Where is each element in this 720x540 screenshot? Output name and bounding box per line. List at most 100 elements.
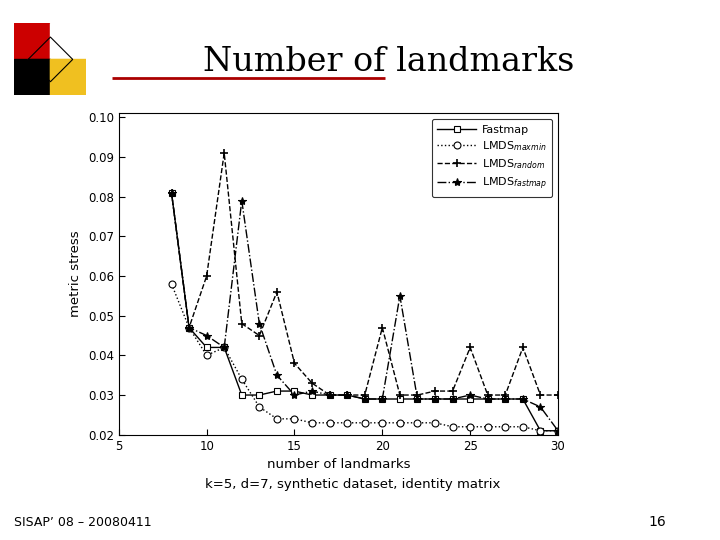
LMDS$_{fastmap}$ xyxy=(466,392,474,399)
LMDS$_{random}$ xyxy=(449,388,457,394)
Fastmap xyxy=(483,396,492,402)
LMDS$_{fastmap}$ xyxy=(536,404,545,410)
LMDS$_{fastmap}$ xyxy=(449,396,457,402)
Polygon shape xyxy=(50,37,73,59)
Bar xyxy=(14,23,50,59)
LMDS$_{maxmin}$ xyxy=(483,423,492,430)
Fastmap xyxy=(518,396,527,402)
LMDS$_{random}$ xyxy=(255,332,264,339)
LMDS$_{random}$ xyxy=(413,392,422,399)
LMDS$_{maxmin}$ xyxy=(431,420,439,426)
LMDS$_{maxmin}$ xyxy=(325,420,334,426)
LMDS$_{maxmin}$ xyxy=(255,404,264,410)
LMDS$_{fastmap}$ xyxy=(554,428,562,434)
LMDS$_{maxmin}$ xyxy=(343,420,351,426)
LMDS$_{fastmap}$ xyxy=(290,392,299,399)
LMDS$_{random}$ xyxy=(238,320,246,327)
LMDS$_{maxmin}$ xyxy=(273,416,282,422)
LMDS$_{fastmap}$ xyxy=(202,332,211,339)
Fastmap xyxy=(431,396,439,402)
Text: k=5, d=7, synthetic dataset, identity matrix: k=5, d=7, synthetic dataset, identity ma… xyxy=(205,478,500,491)
Fastmap xyxy=(220,344,228,350)
LMDS$_{random}$ xyxy=(273,289,282,295)
LMDS$_{random}$ xyxy=(378,325,387,331)
LMDS$_{random}$ xyxy=(483,392,492,399)
Fastmap xyxy=(501,396,510,402)
LMDS$_{fastmap}$ xyxy=(343,392,351,399)
Fastmap xyxy=(536,428,545,434)
LMDS$_{maxmin}$ xyxy=(238,376,246,382)
LMDS$_{random}$ xyxy=(518,344,527,350)
Fastmap xyxy=(273,388,282,394)
Bar xyxy=(50,23,86,59)
LMDS$_{fastmap}$ xyxy=(378,396,387,402)
Fastmap xyxy=(361,396,369,402)
LMDS$_{random}$ xyxy=(554,392,562,399)
LMDS$_{random}$ xyxy=(202,273,211,279)
LMDS$_{maxmin}$ xyxy=(185,325,194,331)
LMDS$_{random}$ xyxy=(466,344,474,350)
LMDS$_{random}$ xyxy=(220,150,228,156)
LMDS$_{fastmap}$ xyxy=(501,396,510,402)
Fastmap xyxy=(466,396,474,402)
LMDS$_{maxmin}$ xyxy=(466,423,474,430)
Text: SISAP’ 08 – 20080411: SISAP’ 08 – 20080411 xyxy=(14,516,152,529)
LMDS$_{fastmap}$ xyxy=(185,325,194,331)
Fastmap xyxy=(238,392,246,399)
LMDS$_{maxmin}$ xyxy=(378,420,387,426)
LMDS$_{maxmin}$ xyxy=(220,344,228,350)
Fastmap xyxy=(202,344,211,350)
Text: 16: 16 xyxy=(648,515,666,529)
LMDS$_{fastmap}$ xyxy=(255,320,264,327)
LMDS$_{fastmap}$ xyxy=(413,396,422,402)
LMDS$_{maxmin}$ xyxy=(501,423,510,430)
LMDS$_{fastmap}$ xyxy=(325,392,334,399)
LMDS$_{maxmin}$ xyxy=(290,416,299,422)
LMDS$_{fastmap}$ xyxy=(395,293,404,299)
LMDS$_{random}$ xyxy=(361,392,369,399)
Polygon shape xyxy=(28,37,50,59)
LMDS$_{random}$ xyxy=(325,392,334,399)
Fastmap xyxy=(290,388,299,394)
LMDS$_{random}$ xyxy=(536,392,545,399)
LMDS$_{maxmin}$ xyxy=(395,420,404,426)
X-axis label: number of landmarks: number of landmarks xyxy=(266,458,410,471)
LMDS$_{fastmap}$ xyxy=(361,396,369,402)
LMDS$_{fastmap}$ xyxy=(483,396,492,402)
LMDS$_{random}$ xyxy=(185,325,194,331)
LMDS$_{maxmin}$ xyxy=(361,420,369,426)
Fastmap xyxy=(255,392,264,399)
LMDS$_{random}$ xyxy=(167,190,176,196)
Bar xyxy=(14,59,50,96)
LMDS$_{fastmap}$ xyxy=(167,190,176,196)
Fastmap xyxy=(167,190,176,196)
Fastmap xyxy=(413,396,422,402)
LMDS$_{fastmap}$ xyxy=(518,396,527,402)
Fastmap xyxy=(554,428,562,434)
LMDS$_{maxmin}$ xyxy=(413,420,422,426)
Legend: Fastmap, LMDS$_{maxmin}$, LMDS$_{random}$, LMDS$_{fastmap}$: Fastmap, LMDS$_{maxmin}$, LMDS$_{random}… xyxy=(432,119,552,198)
LMDS$_{random}$ xyxy=(395,392,404,399)
Line: LMDS$_{maxmin}$: LMDS$_{maxmin}$ xyxy=(168,280,562,434)
Fastmap xyxy=(343,392,351,399)
Line: Fastmap: Fastmap xyxy=(168,190,561,434)
Fastmap xyxy=(378,396,387,402)
LMDS$_{maxmin}$ xyxy=(518,423,527,430)
LMDS$_{maxmin}$ xyxy=(307,420,316,426)
Y-axis label: metric stress: metric stress xyxy=(69,231,82,318)
Fastmap xyxy=(185,325,194,331)
Fastmap xyxy=(307,392,316,399)
Line: LMDS$_{fastmap}$: LMDS$_{fastmap}$ xyxy=(167,188,562,435)
LMDS$_{random}$ xyxy=(307,380,316,387)
LMDS$_{maxmin}$ xyxy=(554,428,562,434)
Fastmap xyxy=(325,392,334,399)
Text: Number of landmarks: Number of landmarks xyxy=(203,46,575,78)
Polygon shape xyxy=(50,59,73,82)
LMDS$_{fastmap}$ xyxy=(307,388,316,394)
LMDS$_{maxmin}$ xyxy=(202,352,211,359)
LMDS$_{fastmap}$ xyxy=(273,372,282,379)
LMDS$_{fastmap}$ xyxy=(220,344,228,350)
LMDS$_{fastmap}$ xyxy=(238,198,246,204)
Fastmap xyxy=(395,396,404,402)
LMDS$_{maxmin}$ xyxy=(167,281,176,287)
